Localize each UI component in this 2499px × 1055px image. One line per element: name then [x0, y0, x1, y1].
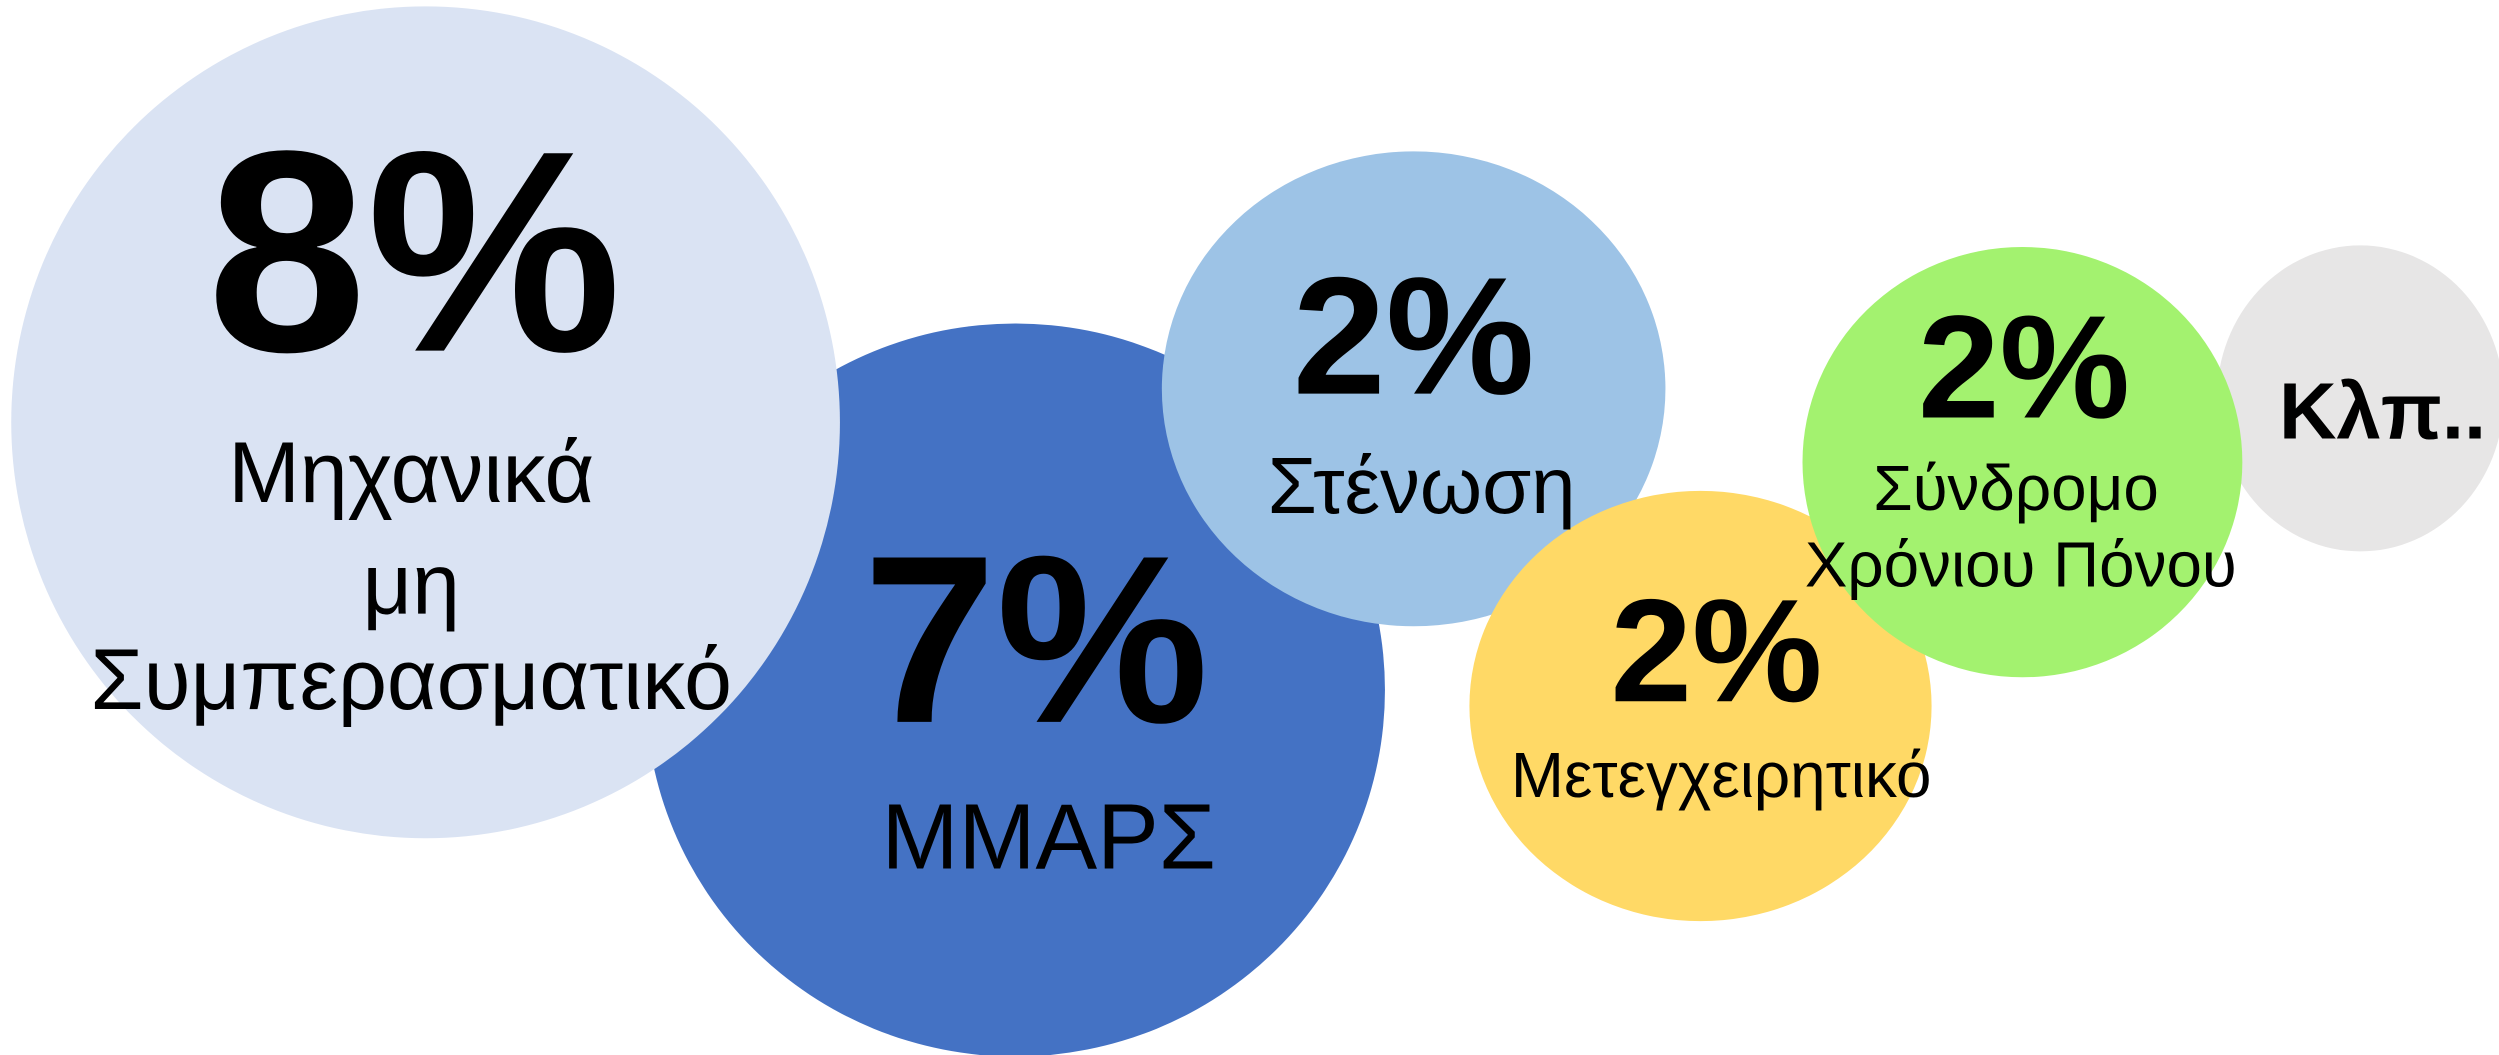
bubble: [2216, 245, 2499, 552]
percentage: 8%: [207, 91, 622, 412]
percentage: 7%: [863, 506, 1208, 773]
label: Μηχανικά: [228, 425, 594, 521]
percentage: 2%: [1610, 569, 1822, 733]
label: Χρόνιου Πόνου: [1805, 528, 2237, 600]
label: Κλπ..: [2279, 366, 2486, 455]
percentage: 2%: [1293, 244, 1535, 430]
bubble: [11, 6, 840, 839]
bubble: [1802, 247, 2243, 678]
label: Μετεγχειρητικό: [1511, 739, 1932, 811]
bubble: [1161, 151, 1666, 627]
label: Συμπερασματικό: [90, 632, 732, 728]
label: ΜΜΑΡΣ: [881, 785, 1215, 889]
bubble: [1469, 490, 1932, 922]
percentage: 2%: [1918, 286, 2130, 450]
label: μη: [363, 537, 460, 633]
label: Σύνδρομο: [1873, 452, 2158, 524]
label: Στένωση: [1268, 441, 1576, 530]
